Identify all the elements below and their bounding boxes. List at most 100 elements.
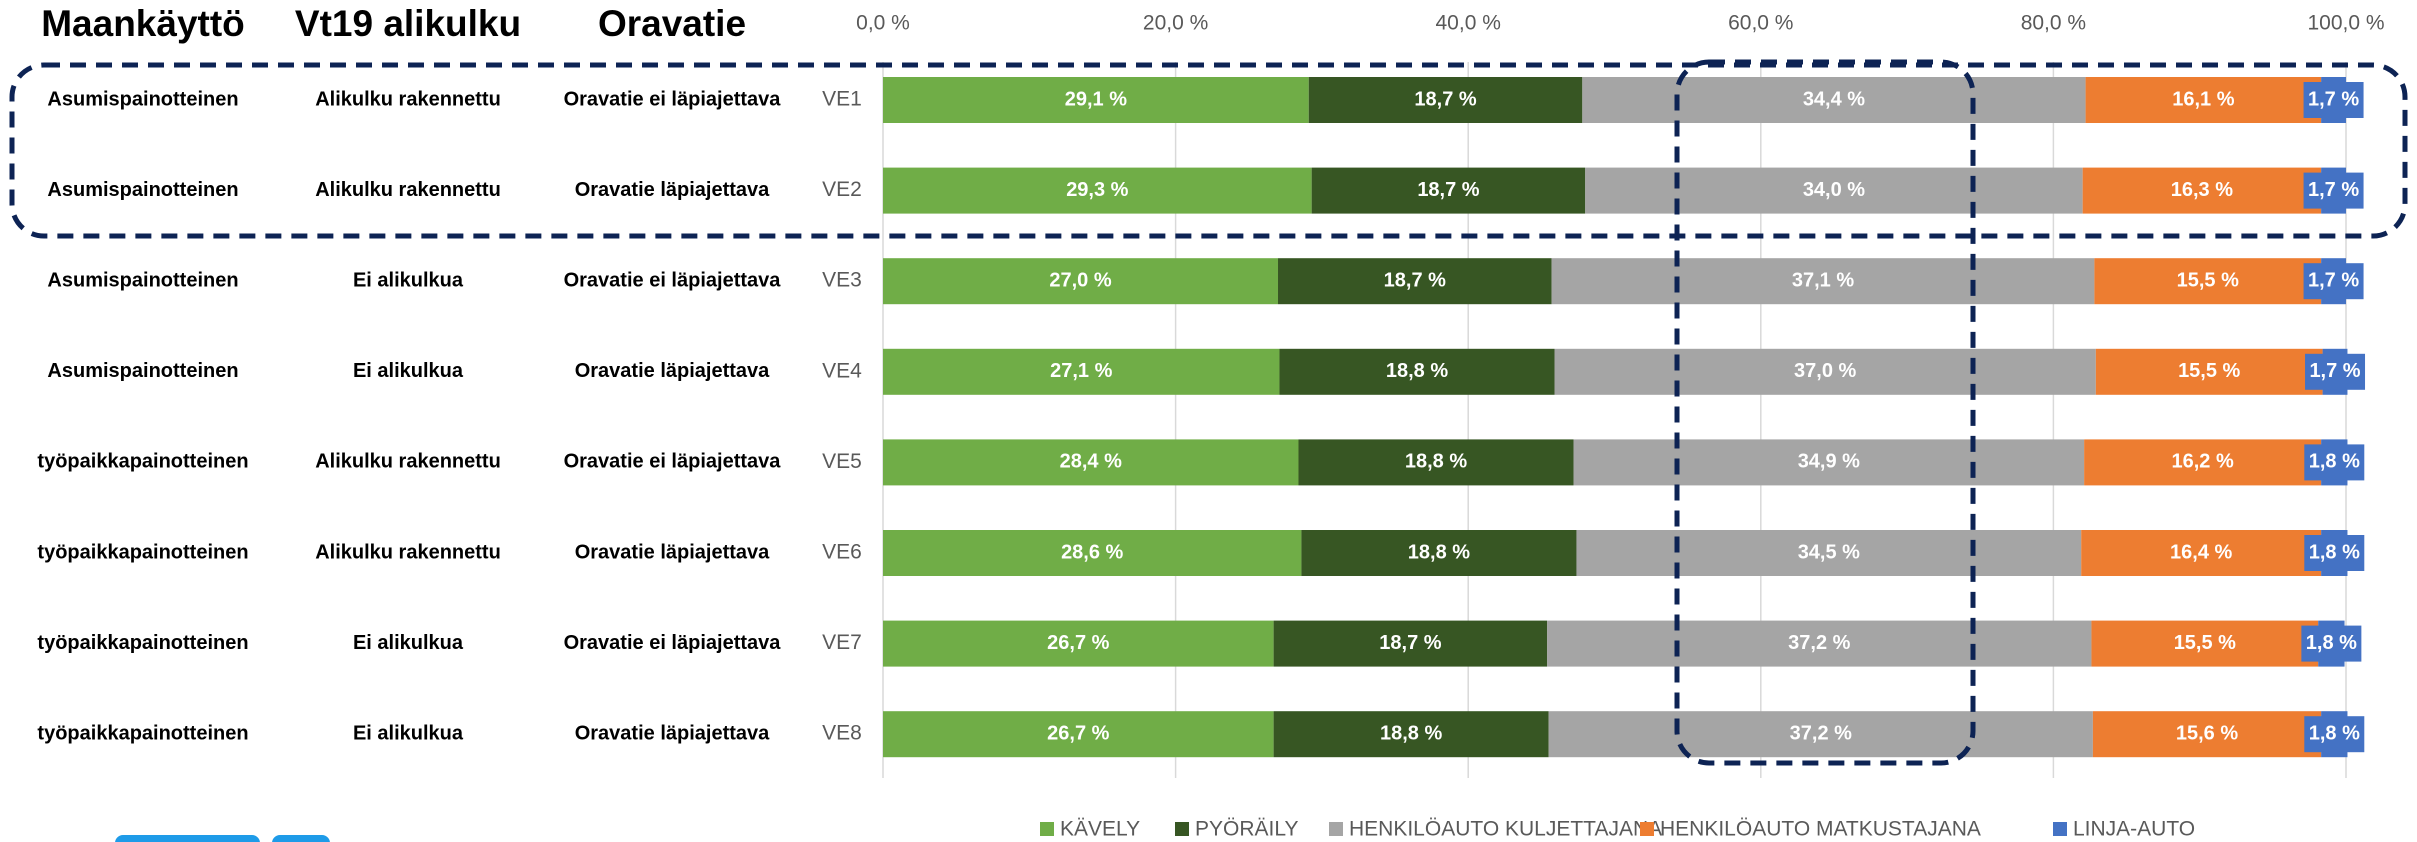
data-label: 37,2 %	[1790, 722, 1852, 744]
y-tick-label: VE4	[822, 359, 862, 382]
row-cell: Oravatie ei läpiajettava	[564, 632, 782, 654]
data-label: 18,7 %	[1414, 88, 1476, 110]
data-label: 27,0 %	[1049, 269, 1111, 291]
x-tick-label: 100,0 %	[2307, 12, 2384, 35]
legend-swatch	[1329, 822, 1343, 836]
label-bg	[2303, 263, 2364, 300]
legend-label: LINJA-AUTO	[2073, 818, 2195, 841]
data-label: 18,8 %	[1380, 722, 1442, 744]
bar-segment	[2085, 77, 2322, 123]
bar-segment	[1279, 348, 1555, 395]
bar-segment	[1548, 711, 2093, 758]
bar-segment	[2082, 167, 2322, 214]
bar-segment	[883, 167, 1312, 214]
data-label: 15,5 %	[2178, 360, 2240, 382]
row-cell: Asumispainotteinen	[47, 179, 238, 201]
bar-segment	[883, 711, 1274, 758]
row-cell: Oravatie ei läpiajettava	[564, 451, 782, 473]
data-label: 37,0 %	[1794, 360, 1856, 382]
x-tick-label: 60,0 %	[1728, 12, 1793, 35]
legend-swatch	[2053, 822, 2067, 836]
data-label: 1,8 %	[2309, 451, 2360, 473]
data-label: 27,1 %	[1050, 360, 1112, 382]
bar-segment	[883, 530, 1302, 576]
label-bg	[2303, 82, 2364, 118]
data-label: 34,9 %	[1798, 451, 1860, 473]
data-label: 15,5 %	[2177, 269, 2239, 291]
bar-segment	[2094, 258, 2322, 305]
data-label: 26,7 %	[1047, 632, 1109, 654]
row-cell: Asumispainotteinen	[47, 269, 238, 291]
y-tick-label: VE1	[822, 88, 862, 111]
label-bg	[2304, 444, 2365, 481]
row-cell: Oravatie läpiajettava	[575, 360, 770, 382]
row-cell: työpaikkapainotteinen	[37, 451, 248, 473]
y-tick-label: VE8	[822, 722, 862, 745]
column-header: Maankäyttö	[41, 3, 245, 44]
row-cell: Alikulku rakennettu	[315, 88, 501, 110]
data-label: 37,2 %	[1788, 632, 1850, 654]
legend-label: HENKILÖAUTO KULJETTAJANA	[1349, 818, 1662, 841]
y-tick-label: VE6	[822, 541, 862, 564]
bar-segment	[1273, 711, 1549, 758]
data-label: 28,6 %	[1061, 541, 1123, 563]
data-label: 26,7 %	[1047, 722, 1109, 744]
row-cell: Ei alikulkua	[353, 360, 464, 382]
data-label: 15,5 %	[2174, 632, 2236, 654]
bar-segment	[1576, 530, 2082, 576]
row-cell: Asumispainotteinen	[47, 88, 238, 110]
column-header: Oravatie	[598, 3, 746, 44]
legend-label: PYÖRÄILY	[1195, 818, 1298, 841]
x-tick-label: 40,0 %	[1436, 12, 1501, 35]
bar-segment	[2084, 439, 2322, 486]
data-label: 1,7 %	[2309, 360, 2360, 382]
data-label: 1,8 %	[2309, 722, 2360, 744]
data-label: 28,4 %	[1060, 451, 1122, 473]
data-label: 1,7 %	[2308, 179, 2359, 201]
legend-swatch	[1175, 822, 1189, 836]
label-bg	[2301, 625, 2362, 662]
column-header: Vt19 alikulku	[295, 3, 521, 44]
data-label: 18,8 %	[1408, 541, 1470, 563]
y-tick-label: VE7	[822, 631, 862, 654]
label-bg	[2304, 716, 2365, 753]
data-label: 18,7 %	[1417, 179, 1479, 201]
legend-label: KÄVELY	[1060, 818, 1140, 841]
bar-segment	[1298, 439, 1574, 486]
highlight-box	[9, 62, 2408, 239]
bar-segment	[1278, 258, 1552, 305]
data-label: 18,7 %	[1379, 632, 1441, 654]
data-label: 1,8 %	[2309, 541, 2360, 563]
logo-shape	[272, 835, 330, 842]
bar-segment	[1573, 439, 2085, 486]
x-tick-label: 20,0 %	[1143, 12, 1208, 35]
label-bg	[2303, 172, 2364, 209]
bar-segment	[1551, 258, 2095, 305]
row-cell: työpaikkapainotteinen	[37, 632, 248, 654]
bar-segment	[2081, 530, 2322, 576]
data-label: 16,1 %	[2172, 88, 2234, 110]
row-cell: Oravatie ei läpiajettava	[564, 269, 782, 291]
y-tick-label: VE3	[822, 269, 862, 292]
data-label: 1,7 %	[2308, 269, 2359, 291]
data-label: 34,5 %	[1798, 541, 1860, 563]
bar-segment	[1582, 77, 2086, 123]
logo-shape	[115, 835, 260, 842]
row-cell: Oravatie läpiajettava	[575, 722, 770, 744]
label-bg	[2305, 353, 2366, 390]
legend-swatch	[1640, 822, 1654, 836]
data-label: 34,4 %	[1803, 88, 1865, 110]
legend-label: HENKILÖAUTO MATKUSTAJANA	[1660, 818, 1981, 841]
bar-segment	[2092, 711, 2322, 758]
legend-swatch	[1040, 822, 1054, 836]
data-label: 18,8 %	[1405, 451, 1467, 473]
bar-segment	[1585, 167, 2083, 214]
data-label: 16,2 %	[2171, 451, 2233, 473]
data-label: 18,8 %	[1386, 360, 1448, 382]
data-label: 29,1 %	[1065, 88, 1127, 110]
bar-segment	[2095, 348, 2323, 395]
data-label: 16,4 %	[2170, 541, 2232, 563]
data-label: 34,0 %	[1803, 179, 1865, 201]
x-tick-label: 0,0 %	[856, 12, 910, 35]
